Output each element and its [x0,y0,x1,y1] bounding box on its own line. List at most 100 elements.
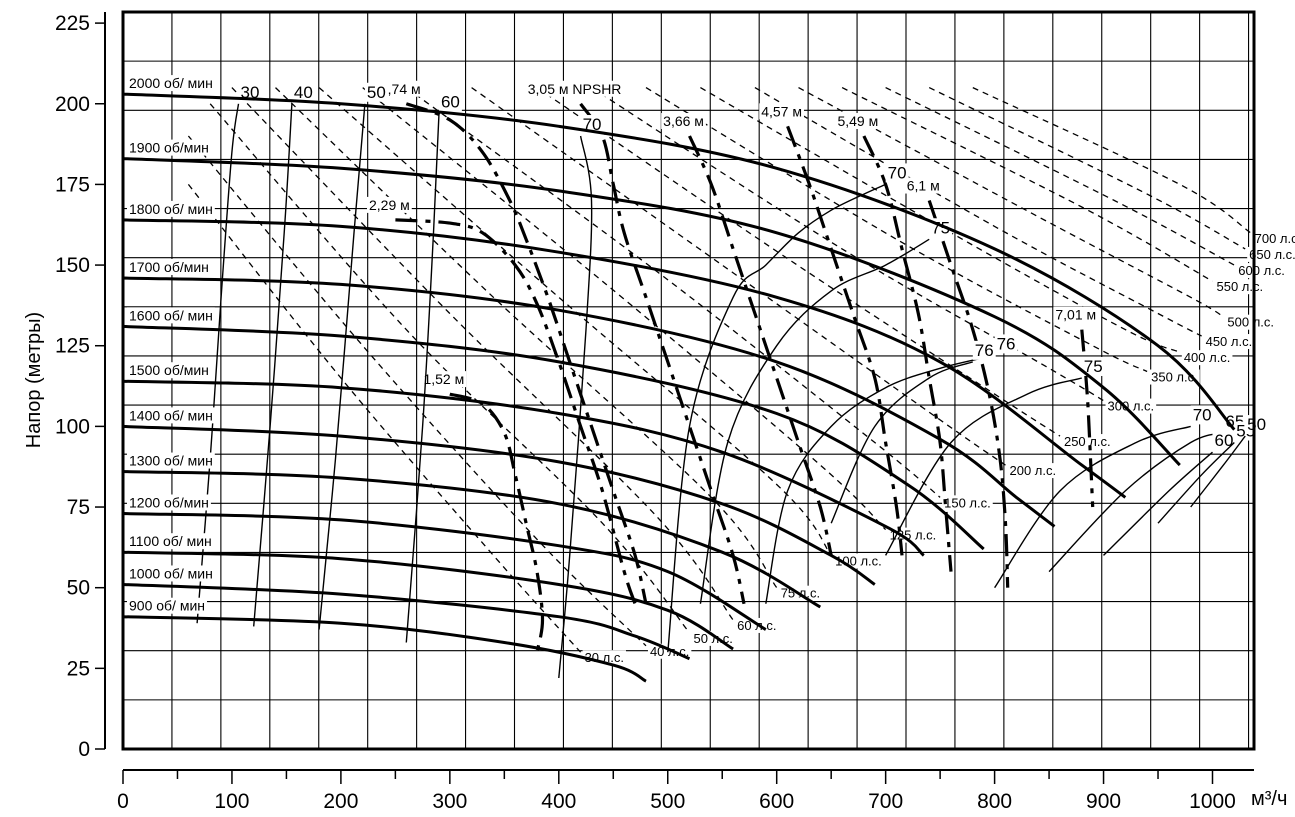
efficiency-label-bg [1245,415,1269,435]
efficiency-label-group: 76 [972,340,996,360]
efficiency-label-group: 50 [364,82,388,102]
efficiency-curve-50-14 [1190,435,1246,508]
y-tick-label: 100 [55,415,90,438]
speed-curve-900-об-мин [122,615,647,683]
npshr-label-bg [835,113,881,130]
speed-curve-1500-об-мин [122,379,925,557]
npshr-label: 6,1 м [907,178,940,194]
power-line-40-л-с [187,135,647,647]
efficiency-label-group: 40 [291,82,315,102]
power-label: 450 л.с. [1206,334,1253,349]
npshr-curve-3-05-м-npshr [579,102,746,605]
y-tick-label: 200 [55,93,90,116]
power-label-bg [1225,314,1277,330]
efficiency-curve-70-5 [667,183,886,653]
power-label-group: 400 л.с. [1181,350,1233,366]
efficiency-curve-75-9 [884,377,1082,556]
speed-label-bg [127,258,211,275]
npshr-label: 2,29 м [369,197,410,213]
efficiency-curve-65-11 [1048,432,1224,573]
efficiency-label-bg [364,82,388,102]
efficiency-label: 60 [441,92,460,111]
efficiency-label-group: 60 [438,92,462,112]
efficiency-label-bg [238,82,262,102]
power-label-group: 500 л.с. [1225,314,1277,330]
npshr-curve-7-01-м [1080,329,1095,508]
npshr-label-bg [377,80,423,97]
efficiency-label-bg [1190,405,1214,425]
power-label-bg [1007,463,1059,479]
npshr-label-group: 4,57 м [759,103,804,120]
efficiency-label-bg [291,82,315,102]
plot-frame [121,10,1256,751]
efficiency-curves: 304050607070757676757065605550 [196,82,1269,679]
npshr-label: 1,52 м [423,371,464,387]
power-line-250-л-с [536,87,1061,437]
x-tick-label: 400 [541,790,576,813]
efficiency-curve-40-1 [253,103,293,627]
speed-curves: 2000 об/ мин 1900 об/мин 1800 об/ мин 1700 … [122,75,1236,683]
speed-label-group: 1300 об/ мин [127,452,215,469]
power-line-400-л-с [700,87,1181,353]
speed-curve-1100-об-мин [122,550,734,651]
speed-label-bg [127,139,211,156]
npshr-label-group: 2,74 м [377,80,423,97]
npshr-curve-2-29-м [395,218,637,605]
x-axis-unit: м³/ч [1251,788,1287,810]
npshr-curves: 1,52 м 2,29 м 2,74 м 3,05 м NPSHR 3,66 м 4,57… [366,80,1099,653]
efficiency-label: 60 [1215,431,1234,450]
npshr-label: 3,66 м [663,113,704,129]
y-tick-label: 175 [55,173,90,196]
speed-curve-1700-об-мин [122,276,1056,528]
efficiency-curve-60-12 [1103,451,1213,556]
power-line-550-л-с [841,87,1213,282]
speed-curve-1200-об-мин [122,512,767,631]
speed-label-group: 1800 об/ мин [127,200,215,217]
x-tick-label: 800 [977,790,1012,813]
power-lines: 30 л.с. 40 л.с.50 л.с.60 л.с.75 л.с.100 л… [187,87,1295,666]
speed-label-bg [127,407,215,424]
efficiency-label-bg [972,340,996,360]
x-tick-label: 700 [868,790,903,813]
npshr-label-group: 3,66 м [661,113,706,130]
x-tick-label: 1000 [1189,790,1236,813]
speed-label-group: 2000 об/ мин [127,75,215,92]
efficiency-label-group: 75 [1081,356,1105,376]
x-tick-label: 0 [117,790,129,813]
power-label: 150 л.с. [944,495,991,510]
efficiency-curve-30-0 [196,103,240,624]
efficiency-curve-50-2 [318,103,366,630]
power-line-350-л-с [645,87,1148,373]
power-label: 125 л.с. [890,528,937,543]
speed-label-bg [127,200,215,217]
speed-label-group: 1600 об/ мин [127,307,215,324]
speed-label-bg [127,362,211,379]
speed-label-bg [127,494,211,511]
npshr-label-group: 6,1 м [904,177,942,194]
speed-curve-2000-об-мин [122,92,1236,431]
speed-label-bg [127,597,208,614]
efficiency-label: 75 [1084,357,1103,376]
efficiency-label: 76 [975,341,994,360]
power-label: 500 л.с. [1227,315,1274,330]
speed-label: 900 об/ мин [129,598,205,614]
power-label-bg [1181,350,1233,366]
speed-label-group: 1100 об/ мин [127,533,214,550]
npshr-label-bg [366,196,412,213]
y-tick-label: 50 [67,577,90,600]
power-label-bg [1247,246,1295,262]
y-tick-label: 125 [55,335,90,358]
power-label-group: 650 л.с. [1247,246,1295,262]
npshr-label: 4,57 м [761,103,802,119]
speed-label-bg [127,75,215,92]
npshr-curve-3-66-м [688,135,833,556]
power-label: 400 л.с. [1184,350,1231,365]
power-line-30-л-с [187,183,582,653]
y-tick-label: 25 [67,657,90,680]
npshr-label-group: 1,52 м [421,371,467,388]
power-label: 650 л.с. [1249,247,1295,262]
efficiency-label-group: 60 [1212,431,1236,451]
speed-label-group: 1400 об/ мин [127,407,215,424]
power-label-bg [942,495,993,511]
